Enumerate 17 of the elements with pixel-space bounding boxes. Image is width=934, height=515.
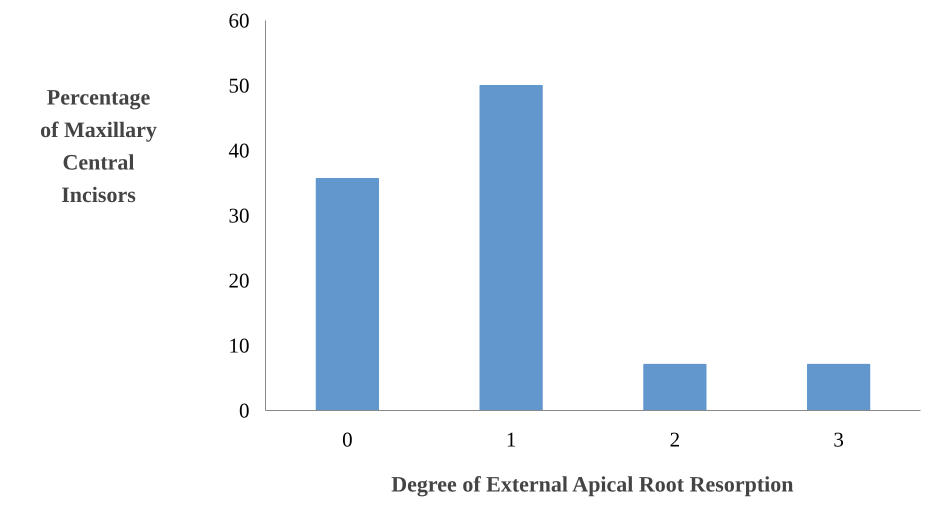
bar (807, 364, 870, 410)
y-tick-label: 30 (228, 204, 250, 228)
bar (480, 85, 543, 410)
y-tick-label: 0 (239, 398, 250, 422)
bar (643, 364, 706, 410)
x-tick-label: 0 (342, 428, 353, 452)
y-tick-label: 60 (228, 8, 250, 32)
y-axis-title: Percentage of Maxillary Central Incisors (40, 84, 157, 207)
x-axis-title: Degree of External Apical Root Resorption (391, 472, 794, 496)
x-tick-label: 1 (506, 428, 516, 452)
bar (316, 178, 379, 410)
y-tick-label: 40 (228, 138, 250, 162)
y-tick-label: 10 (228, 334, 250, 358)
x-tick-label: 2 (670, 428, 680, 452)
y-tick-label: 50 (228, 74, 250, 98)
y-tick-label: 20 (228, 268, 250, 292)
x-tick-label: 3 (833, 428, 844, 452)
